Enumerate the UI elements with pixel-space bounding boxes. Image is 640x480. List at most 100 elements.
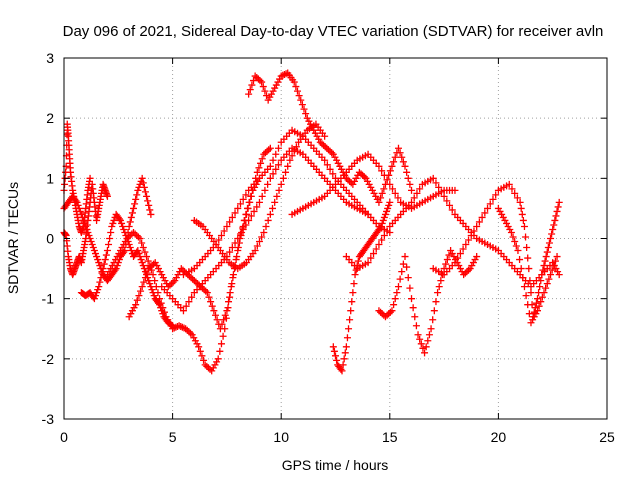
data-point	[396, 149, 404, 157]
data-point	[90, 247, 98, 255]
data-point	[461, 269, 469, 277]
data-point	[108, 262, 116, 270]
data-point	[394, 194, 402, 202]
data-point	[223, 307, 231, 315]
data-point	[329, 343, 337, 351]
data-point	[514, 247, 522, 255]
data-point	[218, 320, 226, 328]
data-point	[408, 198, 416, 206]
data-point	[496, 207, 504, 215]
data-point	[347, 179, 355, 187]
data-point	[126, 218, 134, 226]
data-point	[377, 194, 385, 202]
data-point	[378, 236, 386, 244]
data-point	[271, 198, 279, 206]
data-point	[308, 123, 316, 131]
data-point	[543, 280, 551, 288]
data-point	[96, 262, 104, 270]
data-point	[208, 302, 216, 310]
data-point	[434, 289, 442, 297]
data-point	[266, 144, 274, 152]
data-point	[109, 219, 117, 227]
data-point	[131, 230, 139, 238]
data-point	[231, 239, 239, 247]
data-point	[228, 213, 236, 221]
data-point	[262, 222, 270, 230]
data-point	[351, 177, 359, 185]
data-point	[141, 268, 149, 276]
data-point	[195, 343, 203, 351]
data-point	[143, 269, 151, 277]
data-point	[527, 289, 535, 297]
data-point	[159, 274, 167, 282]
data-point	[223, 222, 231, 230]
data-point	[264, 96, 272, 104]
data-point	[242, 221, 250, 229]
data-point	[508, 185, 516, 193]
data-point	[258, 192, 266, 200]
data-point	[318, 140, 326, 148]
data-point	[209, 364, 217, 372]
data-point	[340, 355, 348, 363]
data-point	[391, 153, 399, 161]
data-point	[225, 298, 233, 306]
data-point	[352, 266, 360, 274]
data-point	[386, 308, 394, 316]
data-point	[297, 96, 305, 104]
data-point	[277, 72, 285, 80]
data-point	[216, 347, 224, 355]
data-point	[345, 325, 353, 333]
data-point	[138, 259, 146, 267]
data-point	[74, 201, 82, 209]
data-point	[115, 250, 123, 258]
data-point	[120, 248, 128, 256]
data-point	[437, 188, 445, 196]
data-point	[375, 198, 383, 206]
data-point	[130, 228, 138, 236]
y-tick-label: 2	[46, 110, 54, 126]
data-point	[93, 289, 101, 297]
data-point	[213, 316, 221, 324]
data-point	[537, 298, 545, 306]
data-point	[187, 329, 195, 337]
data-point	[245, 90, 253, 98]
data-point	[282, 70, 290, 78]
data-point	[156, 268, 164, 276]
data-point	[220, 316, 228, 324]
data-point	[267, 90, 275, 98]
data-point	[261, 149, 269, 157]
data-point	[539, 266, 547, 274]
data-point	[475, 218, 483, 226]
data-point	[471, 256, 479, 264]
data-point	[336, 162, 344, 170]
data-point	[162, 313, 170, 321]
data-point	[523, 244, 531, 252]
data-point	[385, 201, 393, 209]
data-point	[177, 322, 185, 330]
data-point	[466, 265, 474, 273]
data-point	[450, 253, 458, 261]
data-point	[255, 238, 263, 246]
y-tick-label: 3	[46, 50, 54, 66]
data-point	[541, 257, 549, 265]
data-point	[300, 105, 308, 113]
data-point	[226, 289, 234, 297]
data-point	[334, 159, 342, 167]
data-point	[101, 256, 109, 264]
data-point	[352, 174, 360, 182]
data-point	[383, 311, 391, 319]
data-point	[247, 212, 255, 220]
data-point	[286, 156, 294, 164]
series-track-15	[429, 180, 563, 321]
data-point	[215, 236, 223, 244]
data-point	[166, 281, 174, 289]
data-point	[347, 307, 355, 315]
data-point	[265, 146, 273, 154]
data-point	[239, 225, 247, 233]
data-point	[456, 265, 464, 273]
data-point	[427, 325, 435, 333]
y-tick-label: 0	[46, 231, 54, 247]
data-point	[201, 361, 209, 369]
data-point	[412, 322, 420, 330]
